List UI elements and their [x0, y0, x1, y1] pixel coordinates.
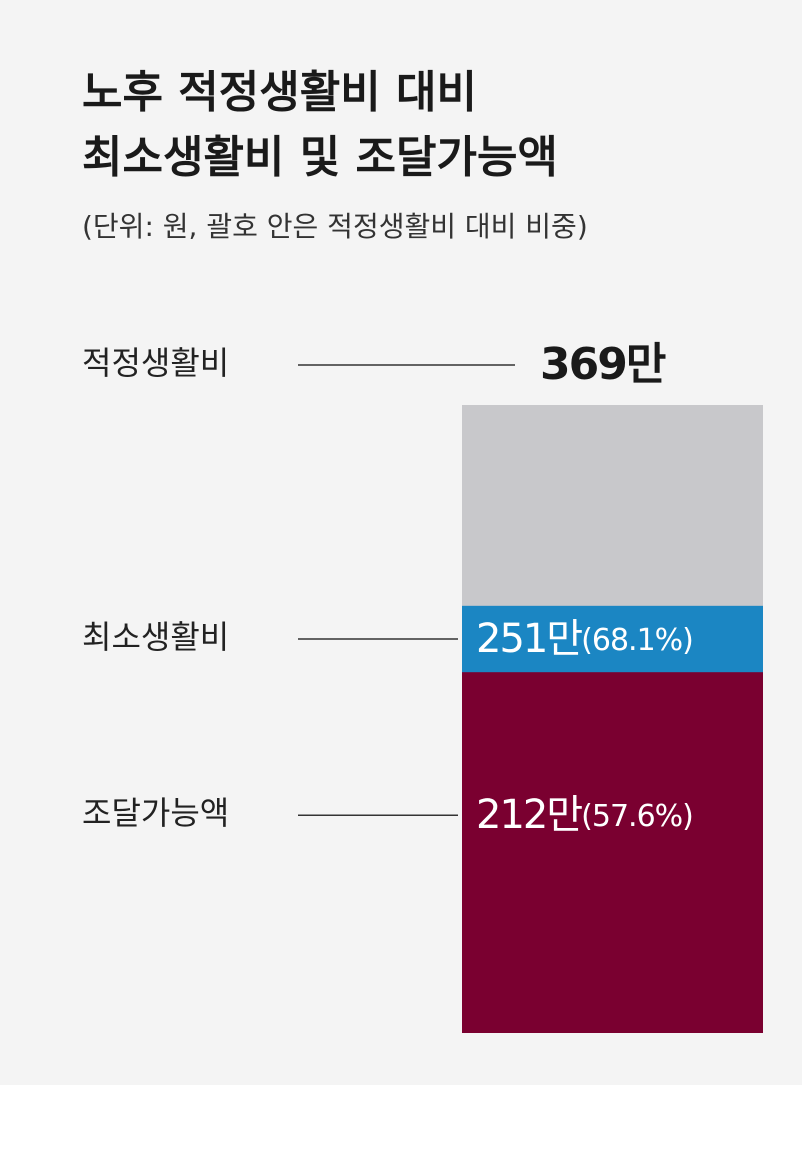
- value-label: 251만(68.1%): [476, 616, 693, 662]
- value-text: 251만: [476, 616, 582, 662]
- chart-title: 노후 적정생활비 대비: [82, 67, 477, 118]
- category-label: 적정생활비: [82, 344, 229, 382]
- value-label: 369만: [540, 339, 666, 390]
- category-label: 최소생활비: [82, 618, 229, 656]
- category-label: 조달가능액: [82, 794, 229, 832]
- value-text: 212만: [476, 792, 582, 838]
- bar: [462, 672, 763, 1033]
- chart-title: 최소생활비 및 조달가능액: [82, 132, 558, 183]
- value-label: 212만(57.6%): [476, 792, 693, 838]
- share-text: (57.6%): [581, 799, 693, 834]
- share-text: (68.1%): [581, 623, 693, 658]
- value-text: 369만: [540, 339, 666, 390]
- chart-subtitle: (단위: 원, 괄호 안은 적정생활비 대비 비중): [82, 210, 588, 243]
